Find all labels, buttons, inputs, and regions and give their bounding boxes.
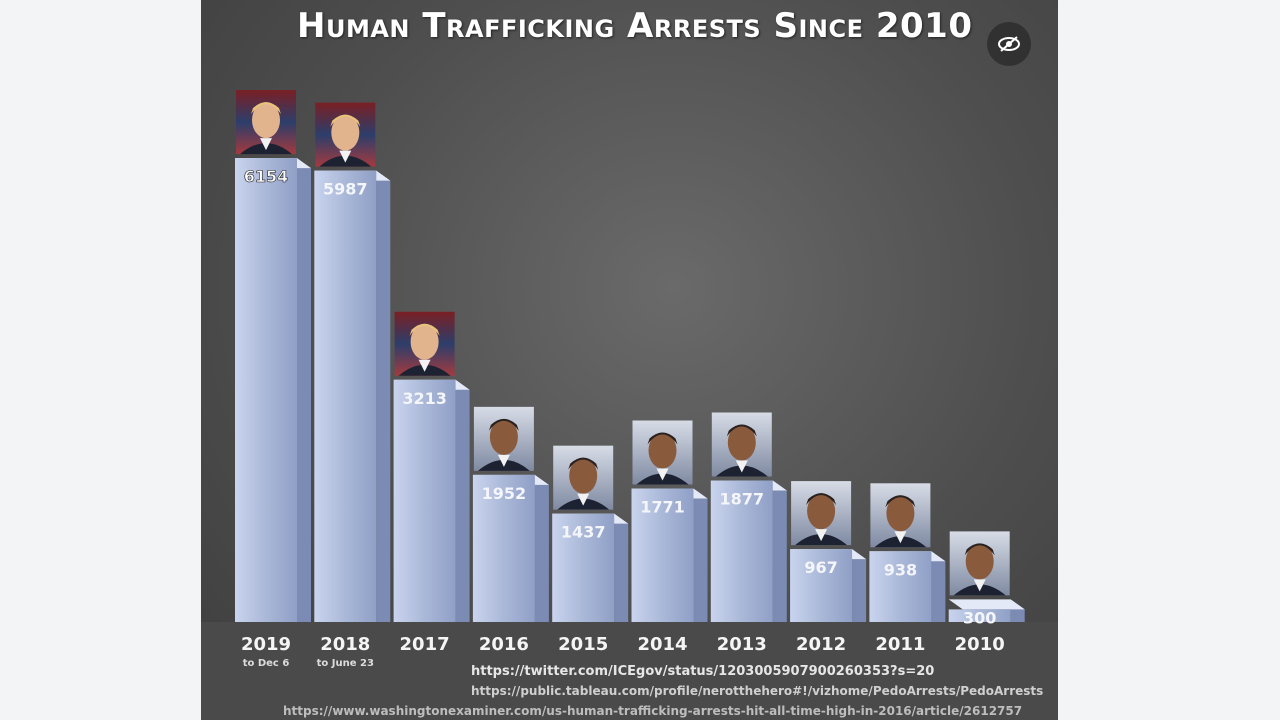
chart-title: Human Trafficking Arrests Since 2010 [297, 6, 973, 46]
bar [948, 609, 1011, 622]
portrait-trump-icon [236, 90, 296, 155]
year-tick-label: 2017 [400, 634, 450, 655]
bar-side [534, 474, 549, 622]
chart-floor [201, 622, 1058, 720]
bar-side [297, 158, 311, 623]
chart-panel: Human Trafficking Arrests Since 2010 615… [201, 0, 1058, 720]
portrait-obama-icon [553, 445, 614, 510]
bar-group-2017: 3213 2017 [393, 311, 470, 655]
bar-group-2013: 1877 2013 [710, 412, 787, 655]
portrait-obama-icon [632, 420, 693, 485]
portrait-obama-icon [711, 412, 772, 477]
source-link-twitter[interactable]: https://twitter.com/ICEgov/status/120300… [471, 664, 935, 679]
eye-slash-icon[interactable] [987, 22, 1031, 66]
bar-side [772, 480, 787, 622]
year-tick-label: 2013 [717, 634, 767, 655]
bar [631, 488, 694, 622]
bar [869, 551, 932, 622]
source-link-washington-examiner[interactable]: https://www.washingtonexaminer.com/us-hu… [283, 704, 1023, 718]
bar-group-2012: 967 2012 [790, 481, 867, 655]
portrait-obama-icon [870, 483, 931, 548]
bar [552, 513, 615, 622]
portrait-trump-icon [315, 102, 376, 167]
year-tick-label: 2018 [320, 634, 370, 655]
bar [235, 158, 297, 623]
bar-value-label: 300 [963, 608, 996, 627]
year-tick-label: 2012 [796, 634, 846, 655]
bar-side [693, 488, 708, 622]
year-tick-label: 2016 [479, 634, 529, 655]
bar-top [948, 599, 1025, 610]
bar-value-label: 967 [804, 558, 837, 577]
portrait-obama-icon [473, 406, 534, 471]
bar-group-2014: 1771 2014 [631, 420, 708, 655]
bar-group-2019: 6154 2019 to Dec 6 [235, 90, 311, 669]
bar [710, 480, 773, 622]
bar-value-label: 938 [884, 560, 917, 579]
bar-group-2011: 938 2011 [869, 483, 946, 655]
year-note-label: to Dec 6 [243, 658, 290, 669]
year-tick-label: 2019 [241, 634, 291, 655]
bar-group-2018: 5987 2018 to June 23 [314, 102, 391, 669]
year-tick-label: 2014 [637, 634, 687, 655]
year-tick-label: 2015 [558, 634, 608, 655]
bar-group-2010: 300 2010 [948, 531, 1025, 655]
source-link-tableau[interactable]: https://public.tableau.com/profile/nerot… [471, 684, 1044, 698]
bar-side [852, 549, 867, 622]
bar [393, 379, 456, 622]
bar-side [614, 513, 629, 622]
bar-value-label: 1437 [561, 523, 606, 542]
bar-chart: 6154 2019 to Dec 6 5987 2018 to June 23 3213 20… [201, 90, 1058, 720]
bar-value-label: 1771 [640, 497, 685, 516]
bar [314, 170, 377, 622]
bar-group-2015: 1437 2015 [552, 445, 629, 655]
bar [472, 474, 535, 622]
bar-side [376, 170, 391, 622]
bar [790, 549, 853, 622]
bar-group-2016: 1952 2016 [472, 406, 549, 655]
bar-value-label: 1877 [720, 490, 765, 509]
bar-side [455, 379, 470, 622]
portrait-obama-icon [949, 531, 1010, 596]
year-tick-label: 2011 [875, 634, 925, 655]
year-note-label: to June 23 [317, 658, 374, 669]
portrait-obama-icon [791, 481, 852, 546]
bar-side [931, 551, 946, 622]
year-tick-label: 2010 [955, 634, 1005, 655]
bar-value-label: 3213 [402, 389, 447, 408]
bar-value-label: 6154 [244, 167, 289, 186]
bar-value-label: 1952 [482, 484, 527, 503]
bar-value-label: 5987 [323, 180, 368, 199]
portrait-trump-icon [394, 311, 455, 376]
